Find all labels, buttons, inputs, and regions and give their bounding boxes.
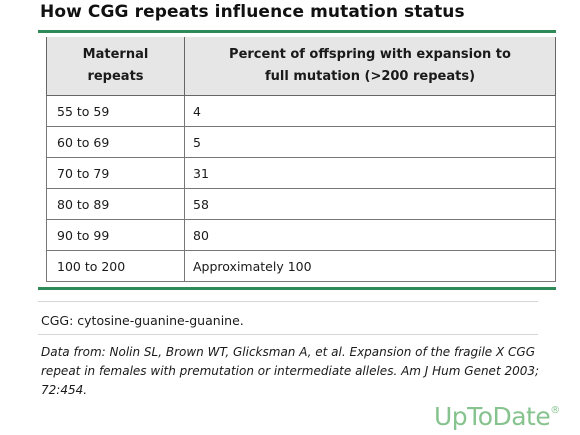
cell-maternal-repeats: 55 to 59 [46, 95, 185, 127]
divider [38, 334, 538, 335]
cell-percent-offspring: 80 [184, 219, 556, 251]
page-title: How CGG repeats influence mutation statu… [40, 2, 465, 22]
header-col1-line2: repeats [87, 69, 144, 84]
cell-percent-offspring: 58 [184, 188, 556, 220]
registered-mark: ® [550, 405, 560, 416]
table-header-row: Maternal repeats Percent of offspring wi… [46, 37, 556, 96]
logo-text: UpToDate [434, 402, 551, 431]
repeats-table: Maternal repeats Percent of offspring wi… [46, 37, 556, 282]
cell-maternal-repeats: 90 to 99 [46, 219, 185, 251]
cell-percent-offspring: 5 [184, 126, 556, 158]
header-col2-line2: full mutation (>200 repeats) [264, 69, 476, 84]
header-col1-line1: Maternal [82, 47, 149, 62]
table-row: 60 to 69 5 [46, 126, 556, 158]
table-container: Maternal repeats Percent of offspring wi… [46, 37, 556, 282]
header-maternal-repeats: Maternal repeats [46, 37, 185, 96]
header-col2-line1: Percent of offspring with expansion to [229, 47, 511, 62]
header-percent-offspring: Percent of offspring with expansion to f… [184, 37, 556, 96]
cell-maternal-repeats: 80 to 89 [46, 188, 185, 220]
table-row: 55 to 59 4 [46, 95, 556, 127]
top-rule [38, 30, 556, 33]
cell-percent-offspring: Approximately 100 [184, 250, 556, 282]
cell-maternal-repeats: 60 to 69 [46, 126, 185, 158]
cell-percent-offspring: 4 [184, 95, 556, 127]
table-row: 90 to 99 80 [46, 219, 556, 251]
abbreviation-footnote: CGG: cytosine-guanine-guanine. [41, 313, 244, 328]
bottom-rule [38, 287, 556, 290]
cell-percent-offspring: 31 [184, 157, 556, 189]
cell-maternal-repeats: 100 to 200 [46, 250, 185, 282]
cell-maternal-repeats: 70 to 79 [46, 157, 185, 189]
uptodate-logo: UpToDate® [434, 402, 560, 431]
table-row: 80 to 89 58 [46, 188, 556, 220]
table-row: 70 to 79 31 [46, 157, 556, 189]
citation-text: Data from: Nolin SL, Brown WT, Glicksman… [41, 345, 540, 397]
table-row: 100 to 200 Approximately 100 [46, 250, 556, 282]
divider [38, 301, 538, 302]
